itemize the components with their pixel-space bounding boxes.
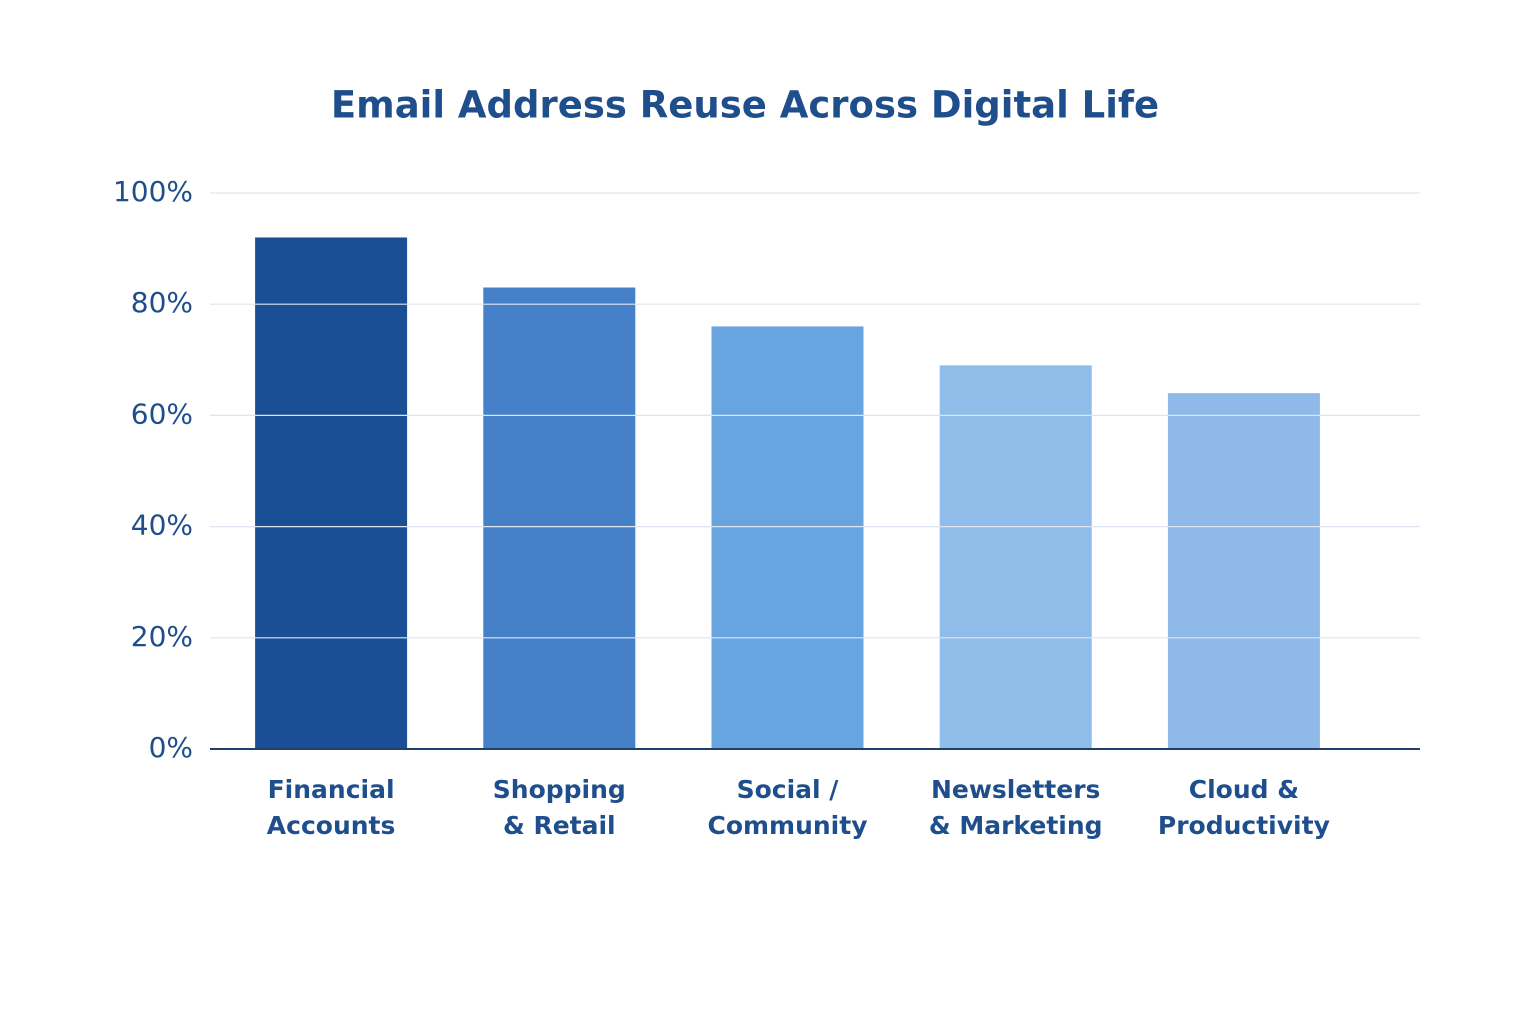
bar <box>711 326 864 749</box>
y-tick-label: 80% <box>131 286 193 319</box>
bar <box>939 365 1092 749</box>
y-tick-label: 20% <box>131 620 193 653</box>
bar <box>255 237 408 750</box>
bar <box>1167 393 1320 749</box>
x-tick-label: Newsletters & Marketing <box>928 775 1103 840</box>
x-tick-label: Financial Accounts <box>266 775 396 840</box>
chart-title: Email Address Reuse Across Digital Life <box>331 84 1159 127</box>
y-tick-label: 60% <box>131 397 193 430</box>
x-tick-label: Shopping & Retail <box>492 775 626 840</box>
y-tick-label: 0% <box>149 731 193 764</box>
y-tick-label: 100% <box>113 175 193 208</box>
x-tick-label: Cloud & Productivity <box>1157 775 1330 840</box>
bar <box>483 287 636 749</box>
y-tick-label: 40% <box>131 509 193 542</box>
x-tick-label: Social / Community <box>707 775 868 840</box>
